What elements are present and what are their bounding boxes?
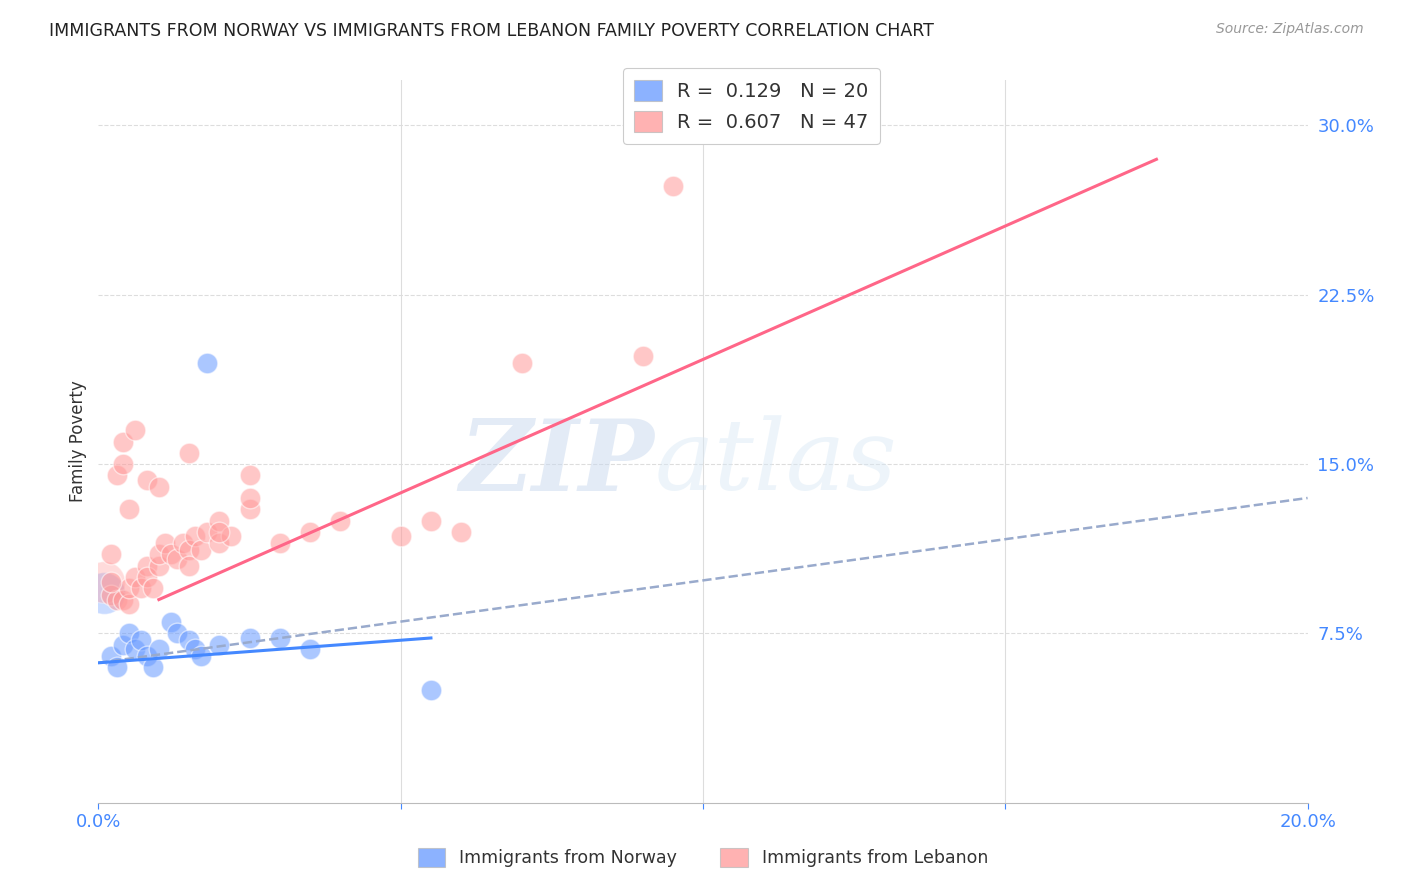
Point [142, 582, 165, 596]
Point [124, 642, 146, 657]
Point [124, 570, 146, 584]
Point [195, 524, 218, 539]
Point [221, 529, 243, 543]
Text: IMMIGRANTS FROM NORWAY VS IMMIGRANTS FROM LEBANON FAMILY POVERTY CORRELATION CHA: IMMIGRANTS FROM NORWAY VS IMMIGRANTS FRO… [49, 22, 934, 40]
Text: atlas: atlas [655, 416, 897, 511]
Y-axis label: Family Poverty: Family Poverty [69, 381, 87, 502]
Point [105, 592, 128, 607]
Point [190, 648, 212, 663]
Point [420, 514, 443, 528]
Legend: Immigrants from Norway, Immigrants from Lebanon: Immigrants from Norway, Immigrants from … [411, 841, 995, 874]
Point [100, 574, 122, 589]
Point [135, 473, 157, 487]
Point [160, 615, 183, 630]
Point [100, 548, 122, 562]
Point [148, 642, 170, 657]
Point [184, 529, 207, 543]
Point [420, 682, 443, 697]
Point [179, 542, 201, 557]
Point [299, 642, 322, 657]
Point [208, 524, 231, 539]
Point [239, 631, 262, 645]
Point [153, 536, 176, 550]
Point [111, 457, 134, 471]
Text: ZIP: ZIP [460, 415, 655, 511]
Point [135, 558, 157, 573]
Point [148, 548, 170, 562]
Point [510, 355, 533, 369]
Point [105, 468, 128, 483]
Point [129, 633, 152, 648]
Point [118, 597, 141, 611]
Point [142, 660, 165, 674]
Point [129, 582, 152, 596]
Point [118, 502, 141, 516]
Point [208, 514, 231, 528]
Point [195, 355, 218, 369]
Point [118, 626, 141, 640]
Point [631, 349, 654, 363]
Point [124, 423, 146, 437]
Point [93, 586, 115, 600]
Point [135, 648, 157, 663]
Point [239, 491, 262, 505]
Point [190, 542, 212, 557]
Point [329, 514, 352, 528]
Point [179, 446, 201, 460]
Point [160, 548, 183, 562]
Point [118, 582, 141, 596]
Point [208, 638, 231, 652]
Point [111, 592, 134, 607]
Point [100, 648, 122, 663]
Point [93, 574, 115, 589]
Point [166, 552, 188, 566]
Point [239, 502, 262, 516]
Point [179, 558, 201, 573]
Point [105, 660, 128, 674]
Point [208, 536, 231, 550]
Point [661, 179, 683, 194]
Point [111, 638, 134, 652]
Point [179, 633, 201, 648]
Point [389, 529, 412, 543]
Point [166, 626, 188, 640]
Point [135, 570, 157, 584]
Point [148, 558, 170, 573]
Point [450, 524, 472, 539]
Text: Source: ZipAtlas.com: Source: ZipAtlas.com [1216, 22, 1364, 37]
Point [184, 642, 207, 657]
Point [111, 434, 134, 449]
Point [299, 524, 322, 539]
Point [172, 536, 194, 550]
Legend: R =  0.129   N = 20, R =  0.607   N = 47: R = 0.129 N = 20, R = 0.607 N = 47 [623, 69, 880, 144]
Point [148, 480, 170, 494]
Point [239, 468, 262, 483]
Point [100, 588, 122, 602]
Point [269, 631, 291, 645]
Point [269, 536, 291, 550]
